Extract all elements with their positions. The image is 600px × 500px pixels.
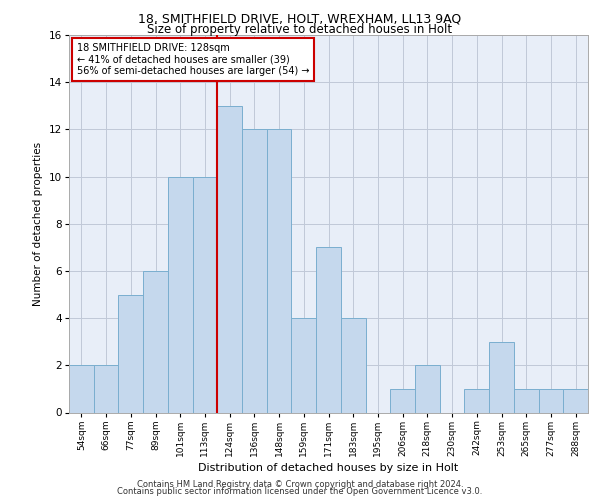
Bar <box>94 366 118 412</box>
Bar <box>341 318 365 412</box>
Bar <box>69 366 94 412</box>
Text: Contains public sector information licensed under the Open Government Licence v3: Contains public sector information licen… <box>118 487 482 496</box>
Bar <box>464 389 489 412</box>
Bar <box>267 130 292 412</box>
Text: 18 SMITHFIELD DRIVE: 128sqm
← 41% of detached houses are smaller (39)
56% of sem: 18 SMITHFIELD DRIVE: 128sqm ← 41% of det… <box>77 42 309 76</box>
Bar <box>217 106 242 412</box>
Bar <box>168 176 193 412</box>
Text: 18, SMITHFIELD DRIVE, HOLT, WREXHAM, LL13 9AQ: 18, SMITHFIELD DRIVE, HOLT, WREXHAM, LL1… <box>139 12 461 26</box>
X-axis label: Distribution of detached houses by size in Holt: Distribution of detached houses by size … <box>199 463 458 473</box>
Bar <box>539 389 563 412</box>
Bar <box>292 318 316 412</box>
Text: Contains HM Land Registry data © Crown copyright and database right 2024.: Contains HM Land Registry data © Crown c… <box>137 480 463 489</box>
Bar <box>193 176 217 412</box>
Bar <box>118 294 143 412</box>
Bar <box>563 389 588 412</box>
Bar <box>415 366 440 412</box>
Bar <box>316 248 341 412</box>
Bar <box>242 130 267 412</box>
Text: Size of property relative to detached houses in Holt: Size of property relative to detached ho… <box>148 22 452 36</box>
Bar <box>390 389 415 412</box>
Y-axis label: Number of detached properties: Number of detached properties <box>33 142 43 306</box>
Bar <box>489 342 514 412</box>
Bar <box>143 271 168 412</box>
Bar <box>514 389 539 412</box>
